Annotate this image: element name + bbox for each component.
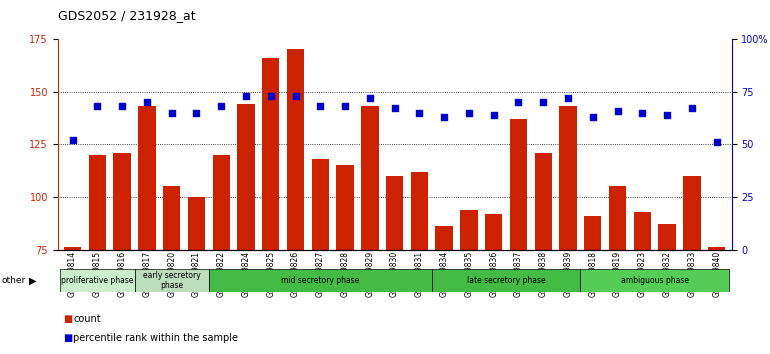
- Text: early secretory
phase: early secretory phase: [142, 271, 200, 290]
- Point: [314, 103, 326, 109]
- Point: [265, 93, 277, 99]
- Bar: [163, 187, 180, 250]
- Bar: [312, 159, 329, 250]
- Bar: [432, 269, 581, 292]
- Text: ■: ■: [63, 333, 72, 343]
- Bar: [64, 247, 82, 250]
- Point: [66, 137, 79, 143]
- Point: [438, 114, 450, 120]
- Point: [537, 99, 550, 105]
- Text: other: other: [2, 276, 25, 285]
- Bar: [581, 269, 729, 292]
- Text: GDS2052 / 231928_at: GDS2052 / 231928_at: [58, 9, 196, 22]
- Bar: [634, 212, 651, 250]
- Bar: [336, 165, 353, 250]
- Text: percentile rank within the sample: percentile rank within the sample: [73, 333, 238, 343]
- Point: [463, 110, 475, 115]
- Point: [215, 103, 227, 109]
- Point: [239, 93, 252, 99]
- Text: proliferative phase: proliferative phase: [61, 276, 134, 285]
- Bar: [139, 106, 156, 250]
- Bar: [135, 269, 209, 292]
- Point: [711, 139, 723, 145]
- Text: ambiguous phase: ambiguous phase: [621, 276, 688, 285]
- Point: [116, 103, 129, 109]
- Bar: [89, 155, 106, 250]
- Bar: [683, 176, 701, 250]
- Bar: [113, 153, 131, 250]
- Text: mid secretory phase: mid secretory phase: [281, 276, 360, 285]
- Point: [611, 108, 624, 113]
- Point: [290, 93, 302, 99]
- Bar: [460, 210, 477, 250]
- Bar: [60, 269, 135, 292]
- Bar: [658, 224, 676, 250]
- Point: [413, 110, 426, 115]
- Point: [686, 105, 698, 111]
- Point: [339, 103, 351, 109]
- Point: [512, 99, 524, 105]
- Text: count: count: [73, 314, 101, 324]
- Point: [636, 110, 648, 115]
- Bar: [209, 269, 432, 292]
- Bar: [262, 58, 280, 250]
- Point: [587, 114, 599, 120]
- Bar: [188, 197, 205, 250]
- Bar: [708, 247, 725, 250]
- Bar: [436, 227, 453, 250]
- Text: ■: ■: [63, 314, 72, 324]
- Point: [562, 95, 574, 101]
- Bar: [534, 153, 552, 250]
- Bar: [361, 106, 379, 250]
- Point: [166, 110, 178, 115]
- Point: [363, 95, 376, 101]
- Point: [91, 103, 103, 109]
- Point: [141, 99, 153, 105]
- Point: [487, 112, 500, 118]
- Bar: [237, 104, 255, 250]
- Text: ▶: ▶: [29, 275, 37, 285]
- Bar: [559, 106, 577, 250]
- Bar: [410, 172, 428, 250]
- Text: late secretory phase: late secretory phase: [467, 276, 545, 285]
- Bar: [213, 155, 230, 250]
- Bar: [510, 119, 527, 250]
- Point: [661, 112, 673, 118]
- Bar: [287, 50, 304, 250]
- Bar: [485, 214, 502, 250]
- Point: [190, 110, 203, 115]
- Point: [388, 105, 400, 111]
- Bar: [386, 176, 403, 250]
- Bar: [584, 216, 601, 250]
- Bar: [609, 187, 626, 250]
